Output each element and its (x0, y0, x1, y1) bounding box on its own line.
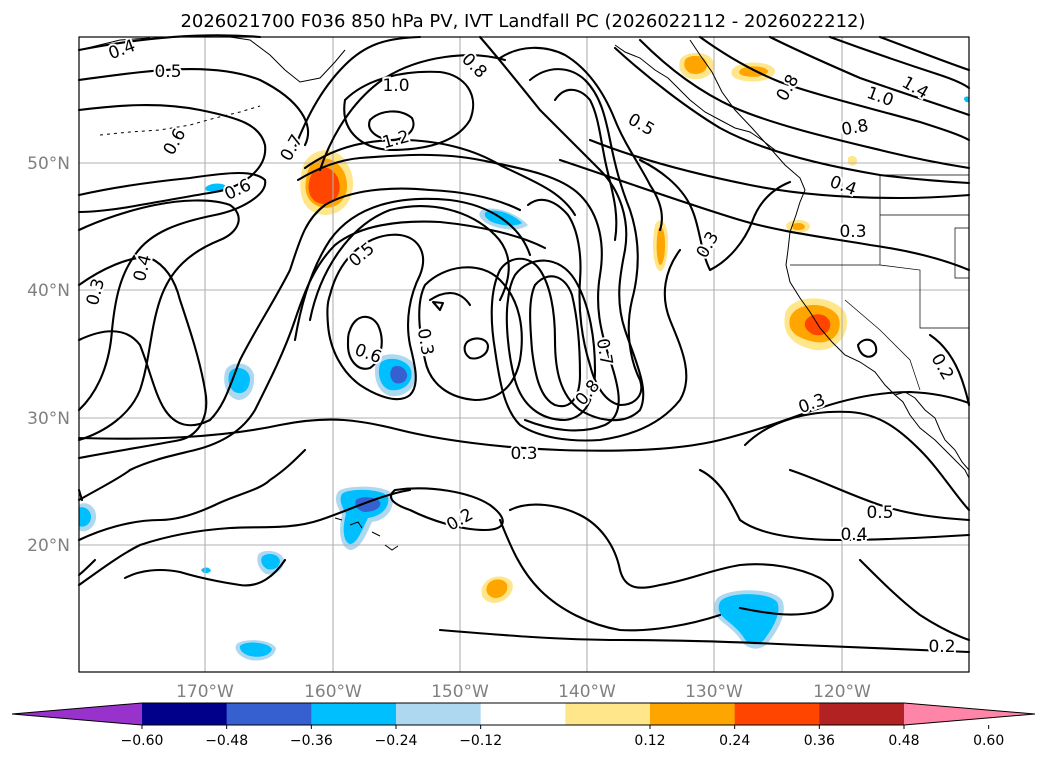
contour-label: 0.5 (154, 62, 181, 82)
shade-positive-patch (684, 56, 707, 74)
lon-tick-label: 130°W (685, 682, 743, 702)
lon-tick-label: 170°W (176, 682, 234, 702)
lat-tick-label: 40°N (27, 281, 70, 301)
lon-tick-label: 160°W (304, 682, 362, 702)
colorbar-segment (227, 703, 312, 725)
colorbar-tick-label: 0.36 (804, 733, 835, 749)
contour-label: 0.3 (510, 444, 537, 464)
contour-label: 0.2 (928, 637, 955, 657)
colorbar-tick-label: 0.24 (719, 733, 750, 749)
lon-axis: 170°W 160°W 150°W 140°W 130°W 120°W (176, 682, 871, 702)
lat-tick-label: 50°N (27, 154, 70, 174)
colorbar-tick-label: 0.60 (973, 733, 1004, 749)
figure-title: 2026021700 F036 850 hPa PV, IVT Landfall… (180, 11, 865, 32)
colorbar-segment (735, 703, 820, 725)
colorbar-segment (142, 703, 227, 725)
colorbar-tick-label: −0.36 (290, 733, 333, 749)
contour-label: 0.3 (839, 222, 866, 242)
colorbar-extend-max (904, 703, 1035, 725)
colorbar-tick-label: 0.48 (888, 733, 919, 749)
colorbar-segment (481, 703, 566, 725)
contour-label: 1.0 (382, 76, 409, 96)
colorbar: −0.60 −0.48 −0.36 −0.24 −0.12 0.12 0.24 0.36 0.4… (12, 703, 1035, 749)
colorbar-tick-label: −0.24 (375, 733, 418, 749)
colorbar-tick-label: −0.12 (459, 733, 502, 749)
colorbar-tick-label: 0.12 (634, 733, 665, 749)
shade-positive-patch (848, 156, 857, 166)
lon-tick-label: 150°W (431, 682, 489, 702)
colorbar-tick-label: −0.48 (205, 733, 248, 749)
colorbar-tick-label: −0.60 (121, 733, 164, 749)
lon-tick-label: 120°W (813, 682, 871, 702)
colorbar-segment (311, 703, 396, 725)
colorbar-extend-min (12, 703, 142, 725)
figure: 2026021700 F036 850 hPa PV, IVT Landfall… (0, 0, 1047, 765)
colorbar-segment (396, 703, 481, 725)
colorbar-segment (819, 703, 904, 725)
lat-tick-label: 20°N (27, 536, 70, 556)
lon-tick-label: 140°W (558, 682, 616, 702)
colorbar-segment (565, 703, 650, 725)
contour-label: 0.5 (866, 503, 893, 523)
lat-axis: 50°N 40°N 30°N 20°N (27, 154, 70, 556)
map-background (79, 37, 969, 672)
lat-tick-label: 30°N (27, 409, 70, 429)
colorbar-segment (650, 703, 735, 725)
map-panel: 0.40.51.00.80.50.6 1.20.70.8 1.41.00.80.6 0… (79, 35, 969, 672)
contour-label: 0.4 (840, 525, 867, 545)
